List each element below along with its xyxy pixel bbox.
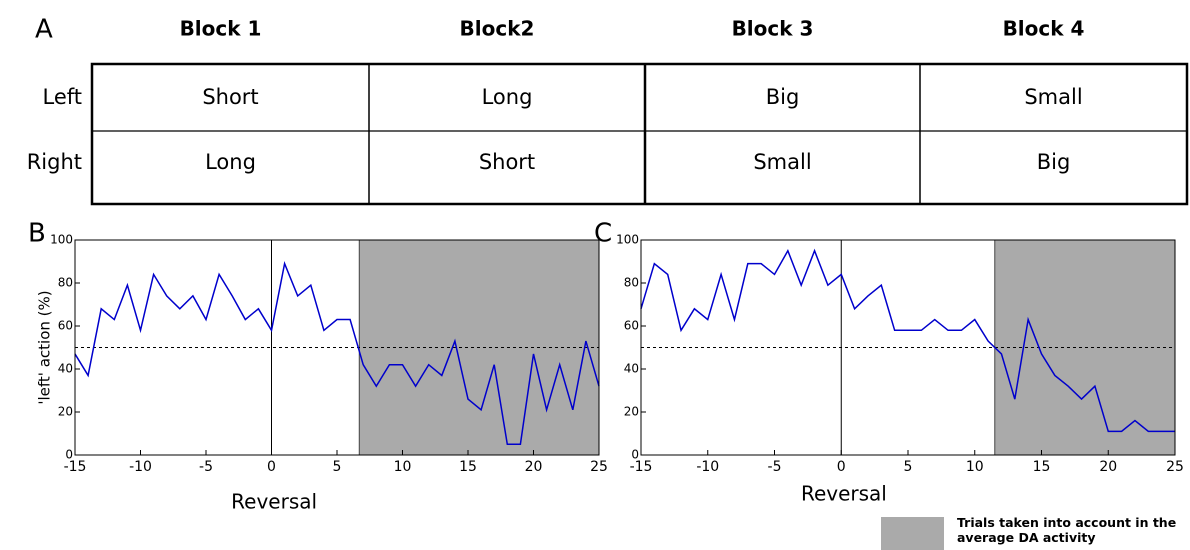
x-axis-label: Reversal <box>801 482 887 506</box>
x-tick-label: -5 <box>199 459 213 475</box>
y-tick-label: 60 <box>58 319 73 333</box>
legend-text: Trials taken into account in the average… <box>957 515 1177 545</box>
y-tick-label: 20 <box>58 405 73 419</box>
table-cell: Big <box>1037 150 1071 174</box>
legend-swatch <box>881 517 944 550</box>
x-tick-label: 15 <box>1033 459 1051 475</box>
y-tick-label: 20 <box>624 405 639 419</box>
table-cell: Long <box>205 150 256 174</box>
y-tick-label: 100 <box>50 233 73 247</box>
table-border <box>90 62 1189 206</box>
y-tick-label: 40 <box>624 362 639 376</box>
y-tick-label: 40 <box>58 362 73 376</box>
panel-label: B <box>28 219 46 249</box>
y-tick-label: 100 <box>616 233 639 247</box>
table-cell: Small <box>753 150 811 174</box>
x-tick-label: 5 <box>333 459 342 475</box>
y-tick-label: 80 <box>624 276 639 290</box>
x-tick-label: -5 <box>768 459 782 475</box>
shaded-region <box>994 239 1176 456</box>
y-tick-label: 0 <box>631 448 639 462</box>
table-cell: Long <box>482 85 533 109</box>
x-tick-label: 10 <box>394 459 412 475</box>
data-line <box>640 248 1175 433</box>
x-tick-label: -15 <box>630 459 653 475</box>
x-tick-label: 5 <box>904 459 913 475</box>
x-tick-label: 20 <box>525 459 543 475</box>
x-tick-label: -10 <box>696 459 719 475</box>
y-tick-label: 80 <box>58 276 73 290</box>
x-tick-label: 10 <box>966 459 984 475</box>
x-axis-label: Reversal <box>231 490 317 514</box>
x-tick-label: 25 <box>1166 459 1184 475</box>
data-line <box>74 261 600 445</box>
table-cell: Small <box>1024 85 1082 109</box>
column-header: Block 1 <box>180 17 262 41</box>
x-tick-label: 20 <box>1099 459 1117 475</box>
y-tick-label: 60 <box>624 319 639 333</box>
table-cell: Short <box>479 150 535 174</box>
row-label: Right <box>27 150 82 174</box>
x-tick-label: -10 <box>129 459 152 475</box>
y-tick-label: 0 <box>65 448 73 462</box>
y-axis-label: 'left' action (%) <box>36 290 54 404</box>
column-header: Block2 <box>460 17 535 41</box>
x-tick-label: 15 <box>459 459 477 475</box>
table-cell: Short <box>202 85 258 109</box>
column-header: Block 4 <box>1003 17 1085 41</box>
x-tick-label: -15 <box>64 459 87 475</box>
x-tick-label: 25 <box>590 459 608 475</box>
column-header: Block 3 <box>732 17 814 41</box>
table-cell: Big <box>766 85 800 109</box>
x-tick-label: 0 <box>267 459 276 475</box>
row-label: Left <box>42 85 82 109</box>
x-tick-label: 0 <box>837 459 846 475</box>
panel-label: C <box>594 219 612 249</box>
panel-label: A <box>35 15 53 45</box>
